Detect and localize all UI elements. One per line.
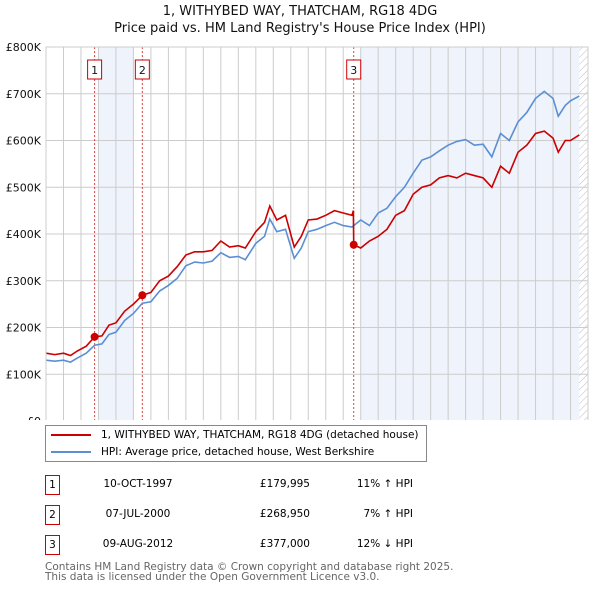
sale-date: 07-JUL-2000 [105,508,171,520]
sale-date: 10-OCT-1997 [103,478,173,490]
footer-licence: This data is licensed under the Open Gov… [45,571,380,583]
y-tick-label: £700K [6,88,42,101]
chart-title: 1, WITHYBED WAY, THATCHAM, RG18 4DG [162,4,438,19]
sale-marker-box [346,59,362,80]
y-tick-label: £400K [6,228,42,241]
property-price-line [45,130,580,357]
sale-price: £377,000 [259,538,310,550]
sale-point [90,332,99,341]
chart-subtitle: Price paid vs. HM Land Registry's House … [114,21,486,36]
legend: 1, WITHYBED WAY, THATCHAM, RG18 4DG (det… [45,425,427,462]
sale-row: 1 10-OCT-1997 £179,995 11% ↑ HPI [45,475,445,495]
footer-copyright: Contains HM Land Registry data © Crown c… [45,561,454,573]
sale-marker-box [87,59,103,80]
sale-marker-label: 1 [91,64,98,77]
y-tick-label: £100K [6,368,42,381]
sale-hpi-diff: 12% ↓ HPI [356,538,413,550]
legend-item-property: 1, WITHYBED WAY, THATCHAM, RG18 4DG (det… [51,429,419,441]
sale-hpi-diff: 11% ↑ HPI [356,478,413,490]
sale-marker-label: 3 [350,64,357,77]
legend-label: 1, WITHYBED WAY, THATCHAM, RG18 4DG (det… [101,429,419,441]
legend-label: HPI: Average price, detached house, West… [101,446,375,458]
sale-badge: 3 [45,535,60,555]
sale-badge: 2 [45,505,60,525]
sale-point [349,240,358,249]
sale-point [138,291,147,300]
y-tick-label: £500K [6,181,42,194]
sale-marker-label: 2 [139,64,146,77]
sale-row: 2 07-JUL-2000 £268,950 7% ↑ HPI [45,505,445,525]
sale-hpi-diff: 7% ↑ HPI [363,508,413,520]
sale-badge: 1 [45,475,60,495]
y-tick-label: £0 [27,415,41,420]
plot-frame [45,46,589,420]
hpi-line [45,90,580,363]
legend-item-hpi: HPI: Average price, detached house, West… [51,446,374,458]
y-tick-label: £800K [6,41,42,54]
price-chart: 1995199619971998199920002001200220032004… [6,41,589,420]
sale-price: £268,950 [259,508,310,520]
sale-marker-box [134,59,150,80]
legend-swatch-blue [51,451,91,453]
sale-date: 09-AUG-2012 [102,538,174,550]
y-tick-label: £200K [6,322,42,335]
legend-swatch-red [51,434,91,436]
sale-price: £179,995 [259,478,310,490]
sale-row: 3 09-AUG-2012 £377,000 12% ↓ HPI [45,535,445,555]
y-tick-label: £600K [6,135,42,148]
y-tick-label: £300K [6,275,42,288]
